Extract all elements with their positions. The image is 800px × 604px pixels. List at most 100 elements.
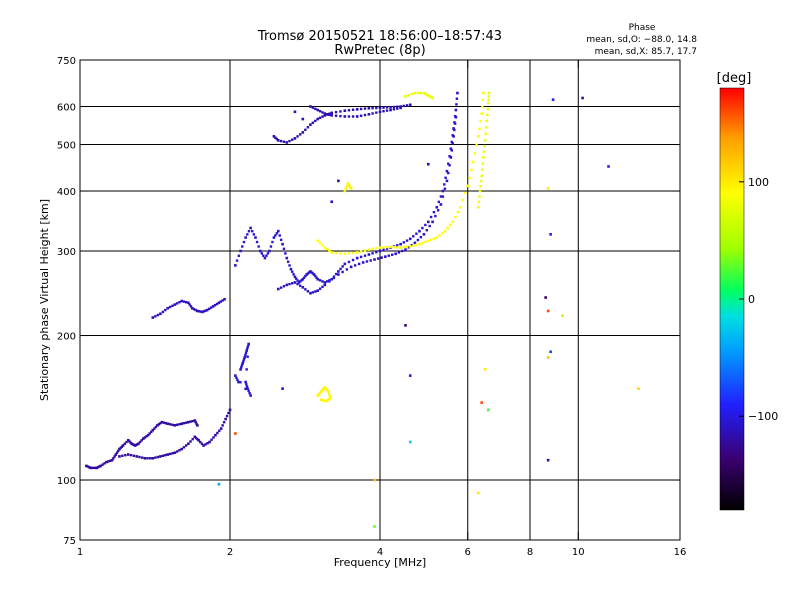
data-point xyxy=(187,301,190,305)
data-point xyxy=(328,249,331,252)
data-point xyxy=(279,238,283,242)
data-point xyxy=(385,106,389,109)
scatter-point xyxy=(581,96,584,100)
data-point xyxy=(435,236,439,239)
echo-trace xyxy=(309,105,402,118)
data-point xyxy=(487,91,491,95)
data-point xyxy=(325,280,329,283)
data-point xyxy=(304,128,307,132)
data-point xyxy=(321,398,325,402)
data-point xyxy=(419,91,423,95)
data-point xyxy=(483,139,487,142)
data-point xyxy=(146,433,150,437)
data-point xyxy=(355,256,359,260)
data-point xyxy=(428,95,431,98)
data-point xyxy=(437,200,441,204)
axis-ticks: 1 2 4 6 8 10 16 75 100 200 300 400 500 600 750 xyxy=(57,56,686,558)
colorbar-tick-label: −100 xyxy=(748,410,778,423)
scatter-point xyxy=(607,165,610,168)
data-point xyxy=(219,427,223,430)
data-point xyxy=(316,277,320,281)
data-point xyxy=(477,135,480,138)
data-point xyxy=(384,255,387,258)
data-point xyxy=(486,107,490,111)
data-point xyxy=(306,272,310,275)
data-point xyxy=(175,450,179,453)
data-point xyxy=(204,309,207,312)
grid-lines xyxy=(80,60,680,540)
data-point xyxy=(475,143,478,147)
y-axis-label: Stationary phase Virtual Height [km] xyxy=(38,199,51,401)
data-point xyxy=(343,189,347,193)
data-point xyxy=(275,232,279,235)
data-point xyxy=(314,107,317,111)
data-point xyxy=(145,435,148,438)
data-point xyxy=(285,283,289,287)
data-point xyxy=(351,251,355,255)
data-point xyxy=(223,297,226,301)
data-point xyxy=(424,223,427,227)
data-point xyxy=(343,109,347,113)
data-point xyxy=(359,107,363,111)
data-point xyxy=(142,437,145,440)
data-point xyxy=(272,135,276,138)
data-point xyxy=(454,115,458,119)
data-point xyxy=(304,274,307,278)
data-point xyxy=(314,274,317,278)
data-point xyxy=(346,182,350,185)
data-point xyxy=(245,368,248,371)
data-point xyxy=(473,152,477,155)
data-point xyxy=(408,103,412,107)
data-point xyxy=(359,250,363,253)
scatter-point xyxy=(549,233,552,236)
data-point xyxy=(323,246,327,249)
data-point xyxy=(251,229,254,233)
data-point xyxy=(367,253,371,256)
data-point xyxy=(235,259,239,262)
data-point xyxy=(204,443,207,446)
data-point xyxy=(323,283,327,287)
data-point xyxy=(382,110,385,113)
data-point xyxy=(148,432,151,435)
data-point xyxy=(339,267,342,271)
data-point xyxy=(396,105,399,108)
y-tick-label: 100 xyxy=(57,476,76,487)
data-point xyxy=(252,233,256,236)
data-point xyxy=(125,440,128,444)
data-point xyxy=(422,233,426,236)
data-point xyxy=(215,302,219,306)
data-point xyxy=(182,446,186,449)
data-point xyxy=(416,91,420,95)
data-point xyxy=(245,385,249,388)
data-point xyxy=(375,106,378,110)
data-point xyxy=(266,252,270,255)
y-tick-label: 75 xyxy=(63,536,76,547)
y-tick-label: 750 xyxy=(57,56,76,67)
scatter-point xyxy=(408,374,412,377)
data-point xyxy=(199,310,202,313)
data-point xyxy=(397,251,401,254)
data-point xyxy=(150,430,153,434)
data-point xyxy=(187,442,190,446)
data-point xyxy=(321,111,324,114)
y-tick-label: 300 xyxy=(57,247,76,258)
scatter-point xyxy=(480,401,484,404)
data-point xyxy=(399,246,402,249)
echo-trace xyxy=(276,115,458,295)
data-point xyxy=(296,135,299,138)
data-point xyxy=(276,139,280,142)
data-point xyxy=(159,422,162,425)
x-tick-label: 1 xyxy=(77,547,83,558)
data-point xyxy=(318,110,322,113)
data-point xyxy=(121,454,124,457)
echo-trace xyxy=(234,91,459,284)
data-point xyxy=(240,366,243,369)
data-point xyxy=(316,108,320,112)
data-point xyxy=(245,383,248,386)
scatter-point xyxy=(549,350,552,354)
data-point xyxy=(405,245,409,248)
data-point xyxy=(478,195,481,198)
data-point xyxy=(272,236,276,239)
data-point xyxy=(479,184,482,188)
data-point xyxy=(159,455,162,458)
